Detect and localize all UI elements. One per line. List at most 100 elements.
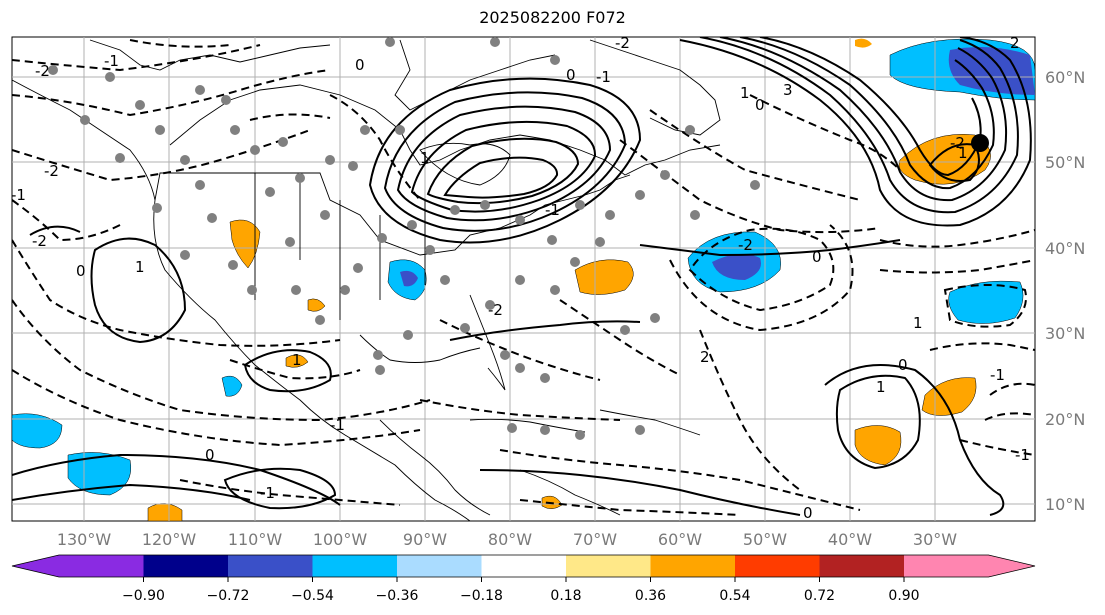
colorbar-tick-label: 0.90 <box>888 588 919 604</box>
colorbar-bin <box>819 555 904 577</box>
colorbar-tick-label: −0.36 <box>376 588 419 604</box>
anomaly-shading <box>12 38 1035 521</box>
contour-labels: -2 -2 -1 -2 0 1 -1 0 1 -1 0 -2 -2 1 2 0 … <box>11 34 1030 522</box>
lon-tick-label: 90°W <box>403 530 447 549</box>
lon-tick-label: 70°W <box>573 530 617 549</box>
lat-tick-label: 50°N <box>1045 153 1085 172</box>
graticule <box>12 37 1035 521</box>
contour-label: 0 <box>566 66 576 84</box>
contour-label: 1 <box>135 258 145 276</box>
shade-mid-atlantic-darkblue <box>712 253 761 280</box>
shade-greenland-orange <box>855 38 872 48</box>
lat-tick-label: 30°N <box>1045 324 1085 343</box>
low-center-marker <box>971 134 989 152</box>
lon-tick-label: 100°W <box>313 530 368 549</box>
colorbar-bin <box>312 555 397 577</box>
contour-label: 0 <box>755 96 765 114</box>
colorbar-bin <box>59 555 144 577</box>
colorbar-tick-label: −0.72 <box>207 588 250 604</box>
lon-tick-label: 80°W <box>488 530 532 549</box>
contour-label: -1 <box>11 186 26 204</box>
contour-label: -2 <box>738 236 753 254</box>
contour-label: -1 <box>104 52 119 70</box>
colorbar-tick-label: 0.18 <box>550 588 581 604</box>
colorbar-ticks <box>143 577 905 582</box>
contour-label: 3 <box>783 81 793 99</box>
shade-east-atlantic-blue <box>948 280 1024 324</box>
colorbar-tick-label: 0.72 <box>804 588 835 604</box>
lon-tick-label: 50°W <box>743 530 787 549</box>
contour-label: 1 <box>740 84 750 102</box>
contour-label: -1 <box>330 416 345 434</box>
lat-tick-labels: 60°N 50°N 40°N 30°N 20°N 10°N <box>1045 68 1085 514</box>
station-markers <box>48 37 760 440</box>
lon-tick-label: 120°W <box>142 530 197 549</box>
shade-subtropic-orange-b <box>854 425 902 466</box>
colorbar-bin <box>481 555 566 577</box>
shade-pacific-blue-a <box>12 413 63 449</box>
colorbar-tick-label: −0.18 <box>460 588 503 604</box>
shade-gulfstream-orange <box>574 259 634 295</box>
colorbar-extend-left <box>12 555 59 577</box>
lat-tick-label: 20°N <box>1045 410 1085 429</box>
colorbar-tick-label: −0.54 <box>291 588 334 604</box>
shade-north-atlantic-darkblue <box>948 46 1035 95</box>
colorbar-bin <box>397 555 482 577</box>
colorbar-bin <box>735 555 820 577</box>
contour-label: -2 <box>615 34 630 52</box>
contour-label: -1 <box>990 366 1005 384</box>
contour-label: 1 <box>958 144 968 162</box>
contour-label: -2 <box>488 301 503 319</box>
contour-label: -2 <box>44 162 59 180</box>
contour-label: -1 <box>1015 446 1030 464</box>
colorbar-tick-label: 0.36 <box>635 588 666 604</box>
colorbar-bin <box>228 555 313 577</box>
coastlines <box>12 39 721 521</box>
colorbar-bin <box>566 555 651 577</box>
lon-tick-label: 40°W <box>828 530 872 549</box>
contour-label: 0 <box>76 262 86 280</box>
colorbar-tick-label: 0.54 <box>719 588 750 604</box>
colorbar-tick-label: −0.90 <box>122 588 165 604</box>
colorbar-extend-right <box>988 555 1035 577</box>
shade-sw-orange <box>307 298 326 312</box>
shade-ne-atlantic-orange <box>898 134 991 185</box>
contour-label: -1 <box>596 68 611 86</box>
contour-label: -2 <box>32 232 47 250</box>
contour-label: 0 <box>812 248 822 266</box>
contour-label: 0 <box>898 356 908 374</box>
lon-tick-labels: 130°W 120°W 110°W 100°W 90°W 80°W 70°W 6… <box>57 530 957 549</box>
lat-tick-label: 10°N <box>1045 495 1085 514</box>
map-title: 2025082200 F072 <box>479 8 626 27</box>
contour-label: 2 <box>1010 34 1020 52</box>
lat-tick-label: 40°N <box>1045 239 1085 258</box>
contour-label: 2 <box>700 348 710 366</box>
colorbar: −0.90 −0.72 −0.54 −0.36 −0.18 0.18 0.36 … <box>11 554 1036 604</box>
lon-tick-label: 110°W <box>228 530 283 549</box>
colorbar-outline <box>11 554 1036 578</box>
shade-mexico-orange <box>285 354 309 368</box>
contour-label: 1 <box>913 314 923 332</box>
contour-label: 1 <box>292 351 302 369</box>
contour-label: 1 <box>876 378 886 396</box>
colorbar-bin <box>904 555 989 577</box>
contour-label: -2 <box>35 62 50 80</box>
contour-label: 1 <box>420 149 430 167</box>
shade-pacific-orange <box>147 503 183 521</box>
lon-tick-label: 60°W <box>658 530 702 549</box>
lon-tick-label: 130°W <box>57 530 112 549</box>
lon-tick-label: 30°W <box>913 530 957 549</box>
contour-label: -1 <box>545 201 560 219</box>
lat-tick-label: 60°N <box>1045 68 1085 87</box>
contour-label: -2 <box>950 134 965 152</box>
contour-label: -1 <box>260 484 275 502</box>
shade-midwest-darkblue <box>400 270 418 287</box>
dashed-contours <box>12 39 1035 516</box>
contour-label: 0 <box>803 504 813 522</box>
colorbar-bin <box>650 555 735 577</box>
contour-label: 0 <box>355 56 365 74</box>
shade-pacific-blue-c <box>221 375 243 397</box>
contour-label: 0 <box>205 446 215 464</box>
colorbar-bin <box>143 555 228 577</box>
